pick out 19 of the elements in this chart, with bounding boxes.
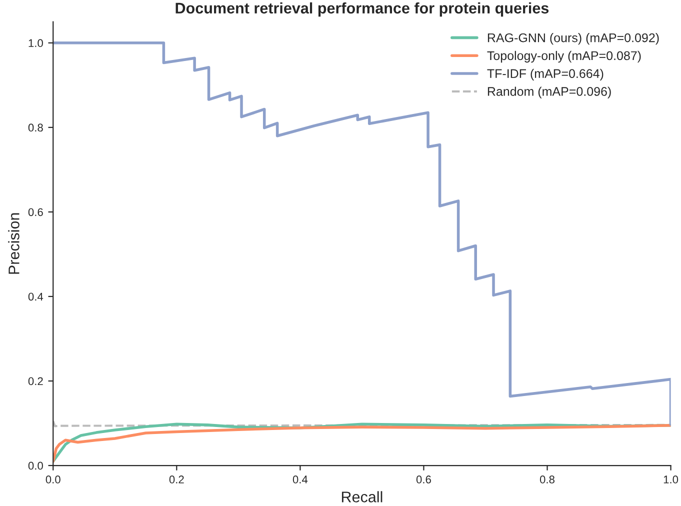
x-tick-label: 0.4 <box>292 476 308 484</box>
chart-title: Document retrieval performance for protein queries <box>176 2 549 17</box>
legend-label: Topology-only (mAP=0.087) <box>487 50 641 63</box>
x-tick-label: 0.6 <box>416 476 431 484</box>
x-tick-label: 0.2 <box>169 476 184 484</box>
y-tick-label: 1.0 <box>28 39 43 48</box>
y-axis-title: Precision <box>8 213 20 274</box>
y-tick-label: 0.8 <box>28 124 43 132</box>
x-axis-title: Recall <box>342 491 382 502</box>
legend-label: RAG-GNN (ours) (mAP=0.092) <box>488 33 659 45</box>
x-tick-label: 0.0 <box>46 476 60 484</box>
y-tick-label: 0.4 <box>28 292 44 301</box>
legend-label: Random (mAP=0.096) <box>488 86 611 98</box>
y-tick-label: 0.6 <box>28 208 43 216</box>
x-tick-label: 1.0 <box>664 476 678 484</box>
y-tick-label: 0.2 <box>28 377 43 386</box>
y-tick-label: 0.0 <box>28 462 43 470</box>
x-tick-label: 0.8 <box>540 476 554 484</box>
legend-label: TF-IDF (mAP=0.664) <box>487 68 604 80</box>
